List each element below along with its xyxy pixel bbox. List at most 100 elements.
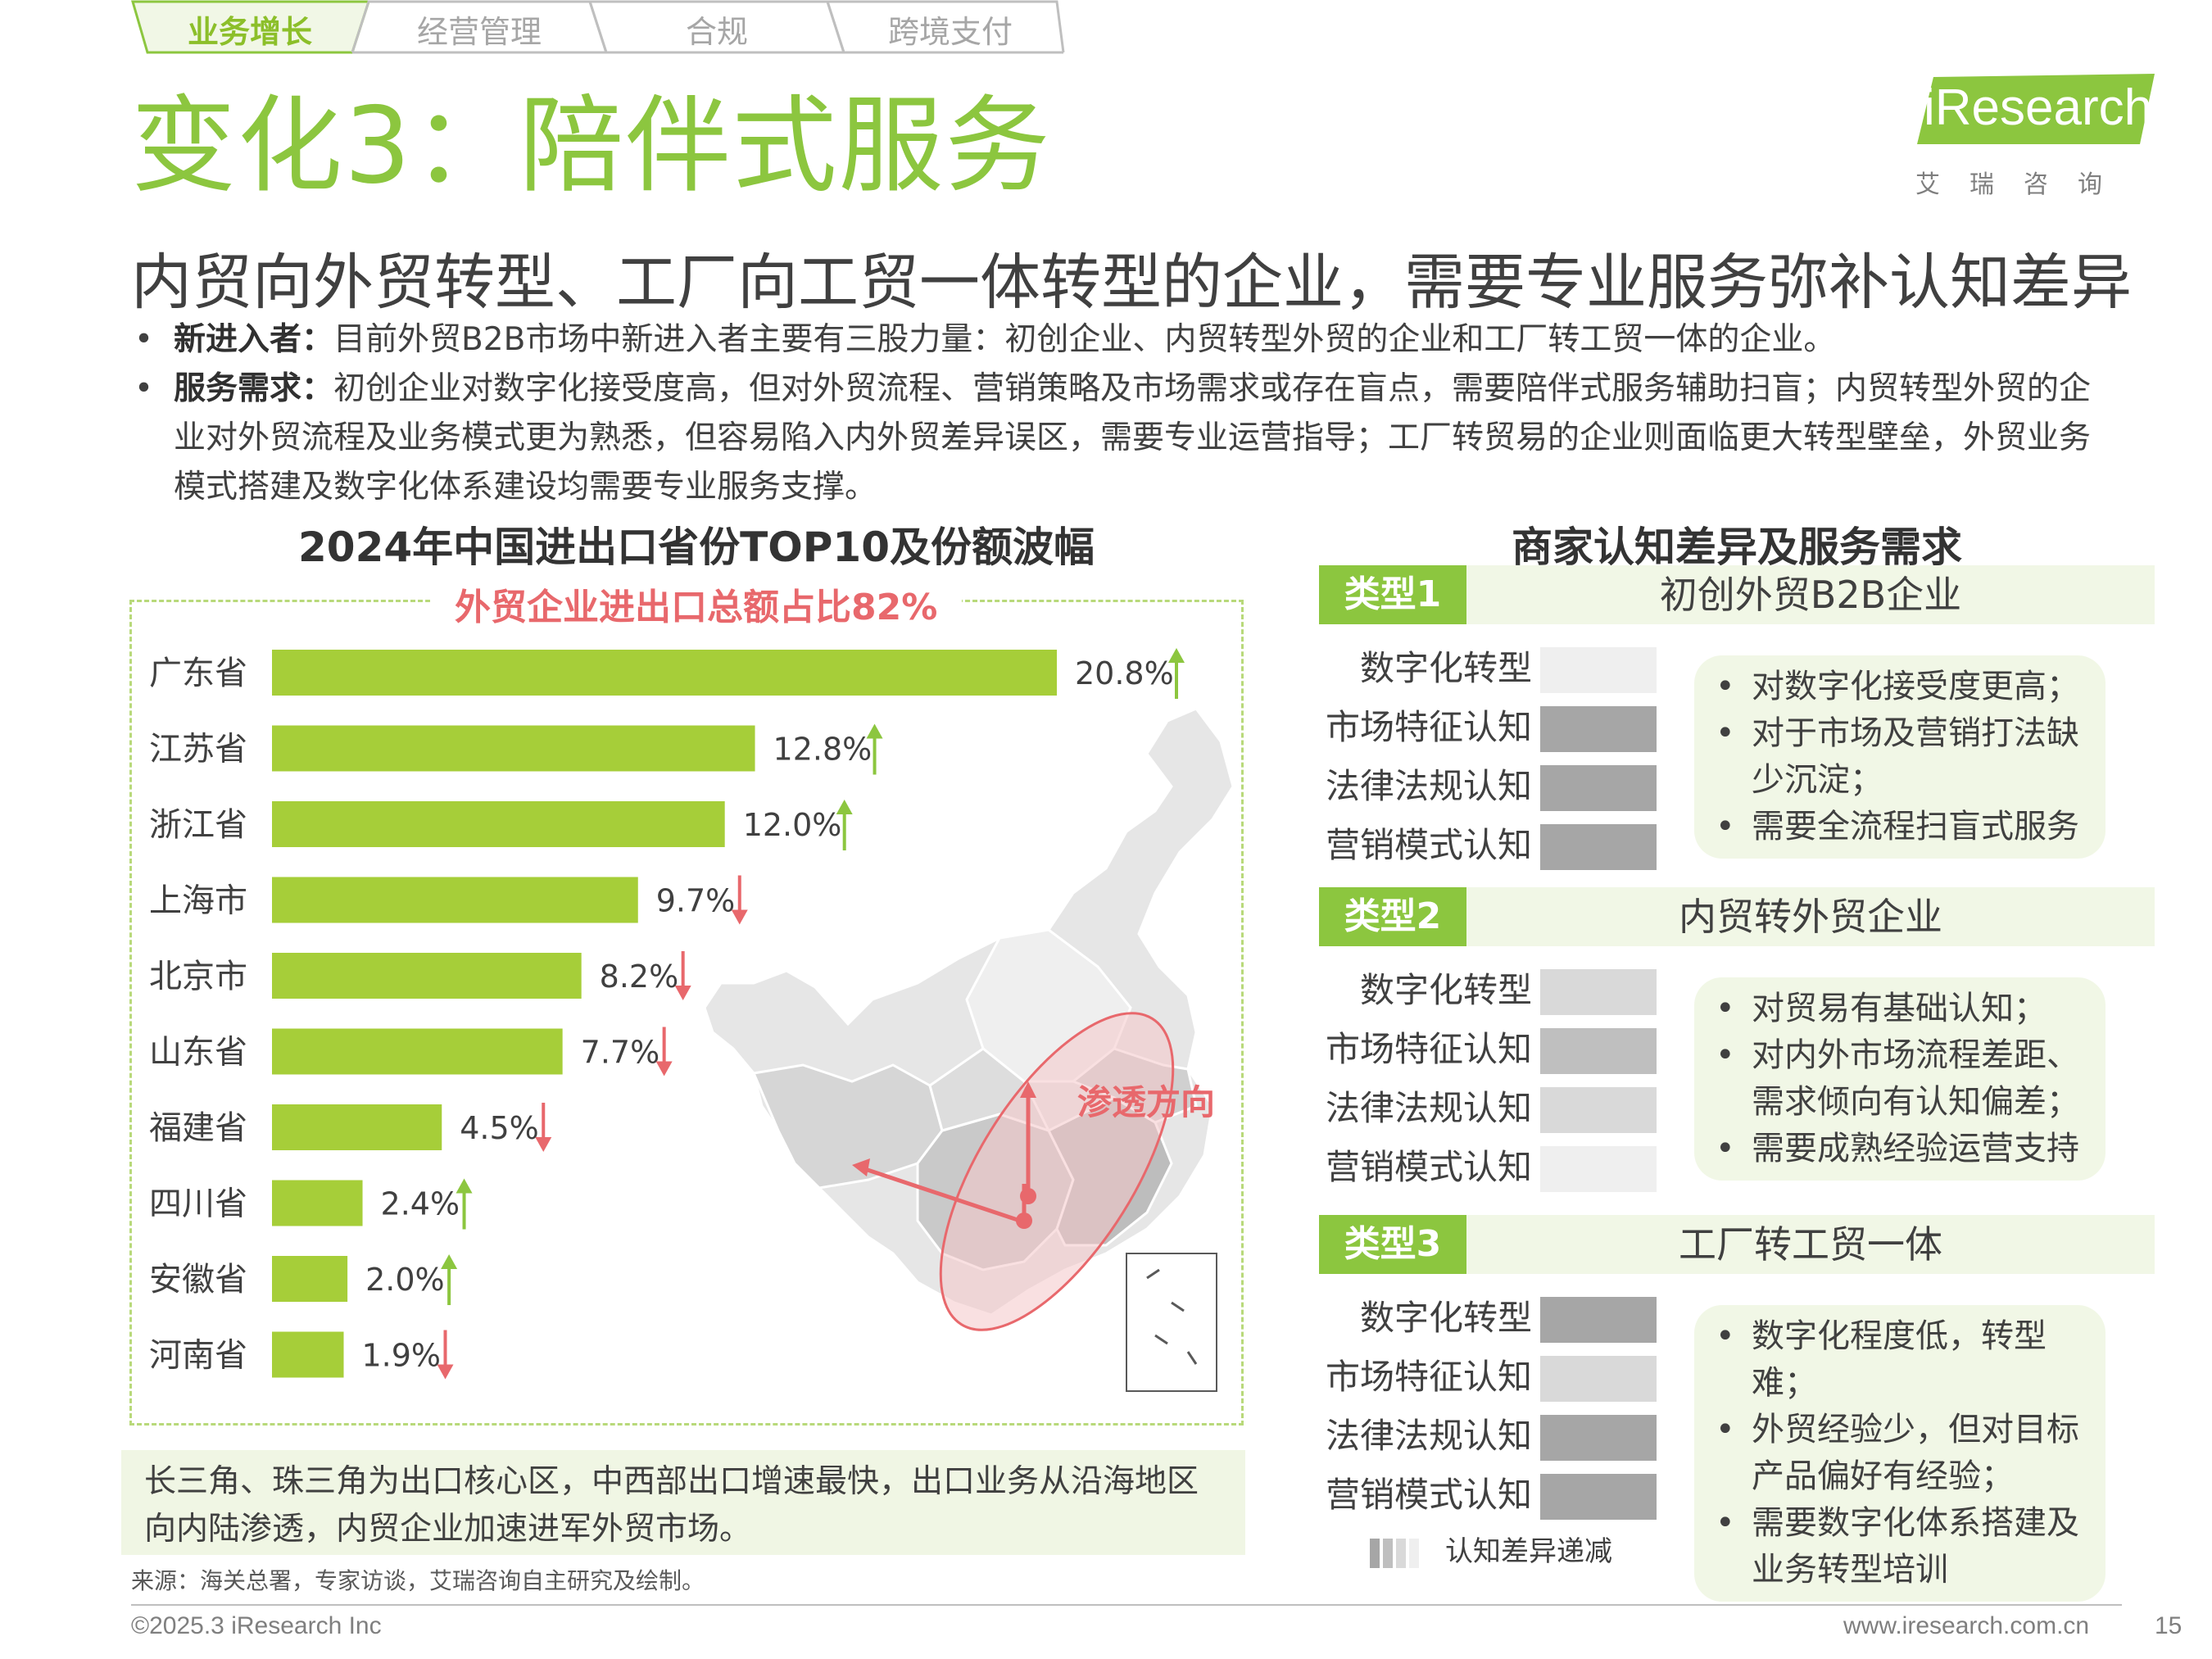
metric-level-bar xyxy=(1540,1028,1657,1074)
bar xyxy=(272,877,638,923)
metric-row: 数字化转型 xyxy=(1319,646,1663,693)
trend-up-icon xyxy=(866,723,883,775)
value-label: 2.0% xyxy=(365,1262,445,1298)
bars-layer: 广东省 20.8% 江苏省 12.8% 浙江省 12.0% 上海市 9.7% 北京市 8.2% 山东… xyxy=(149,648,1185,1380)
bullet-new-entrants: 新进入者：目前外贸B2B市场中新进入者主要有三股力量：初创企业、内贸转型外贸的企… xyxy=(131,315,2122,365)
value-label: 4.5% xyxy=(460,1110,539,1146)
bar xyxy=(272,1256,348,1302)
metric-level-bar xyxy=(1540,647,1657,693)
legend-swatch xyxy=(1409,1539,1419,1568)
legend-label: 认知差异递减 xyxy=(1445,1535,1612,1568)
description-item: 数字化程度低，转型难； xyxy=(1709,1313,2097,1407)
right-panel-title: 商家认知差异及服务需求 xyxy=(1512,524,1962,571)
category-label: 山东省 xyxy=(149,1034,247,1072)
metric-level-bar xyxy=(1540,969,1657,1015)
footer-website[interactable]: www.iresearch.com.cn xyxy=(1843,1612,2090,1639)
trend-down-icon xyxy=(437,1330,454,1380)
value-label: 9.7% xyxy=(656,883,736,919)
category-label: 福建省 xyxy=(149,1109,247,1147)
page-number: 15 xyxy=(2155,1612,2183,1639)
category-label: 广东省 xyxy=(149,655,247,692)
bullet-label: 新进入者： xyxy=(174,321,334,358)
tab-operations[interactable]: 经营管理 xyxy=(416,14,542,50)
bar xyxy=(272,1180,363,1226)
description-item: 对于市场及营销打法缺少沉淀； xyxy=(1709,710,2097,804)
logo-subtitle: 艾瑞咨询 xyxy=(1915,170,2132,199)
tab-outline xyxy=(131,0,1065,54)
metric-level-bar xyxy=(1540,1146,1657,1192)
type-header: 类型2 内贸转外贸企业 xyxy=(1319,887,2155,946)
metric-row: 市场特征认知 xyxy=(1319,1354,1663,1402)
value-label: 8.2% xyxy=(600,959,679,995)
value-label: 20.8% xyxy=(1075,655,1174,691)
iresearch-logo: iResearch 艾瑞咨询 xyxy=(1909,72,2155,199)
bar xyxy=(272,1028,563,1075)
category-label: 江苏省 xyxy=(149,731,247,768)
metric-row: 营销模式认知 xyxy=(1319,1145,1663,1192)
metric-label: 法律法规认知 xyxy=(1325,766,1532,806)
metric-row: 法律法规认知 xyxy=(1319,764,1663,811)
category-label: 安徽省 xyxy=(149,1261,247,1299)
logo-badge xyxy=(1917,74,2155,144)
metric-row: 法律法规认知 xyxy=(1319,1413,1663,1461)
type-tag: 类型3 xyxy=(1319,1215,1466,1274)
category-label: 四川省 xyxy=(149,1185,247,1223)
description-item: 需要数字化体系搭建及业务转型培训 xyxy=(1709,1500,2097,1593)
description-item: 需要全流程扫盲式服务 xyxy=(1709,804,2097,850)
type-tag: 类型2 xyxy=(1319,887,1466,946)
tab-business-growth[interactable]: 业务增长 xyxy=(187,14,312,50)
type-header: 类型1 初创外贸B2B企业 xyxy=(1319,565,2155,624)
legend-swatch xyxy=(1370,1539,1380,1568)
description-item: 对内外市场流程差距、需求倾向有认知偏差； xyxy=(1709,1032,2097,1126)
type-name: 初创外贸B2B企业 xyxy=(1659,573,1962,617)
category-label: 河南省 xyxy=(149,1337,247,1375)
type-description: 对数字化接受度更高；对于市场及营销打法缺少沉淀；需要全流程扫盲式服务 xyxy=(1694,655,2105,859)
footer-divider xyxy=(131,1604,2122,1606)
bullet-text: 初创企业对数字化接受度高，但对外贸流程、营销策略及市场需求或存在盲点，需要陪伴式… xyxy=(174,370,2092,505)
bar xyxy=(272,1104,442,1150)
value-label: 12.0% xyxy=(743,807,842,843)
metric-label: 法律法规认知 xyxy=(1325,1088,1532,1128)
type-name: 工厂转工贸一体 xyxy=(1679,1222,1942,1267)
metric-label: 营销模式认知 xyxy=(1325,825,1532,865)
page-title: 变化3：陪伴式服务 xyxy=(131,85,1052,207)
bullet-label: 服务需求： xyxy=(174,370,334,407)
metric-row: 营销模式认知 xyxy=(1319,1472,1663,1520)
chart-note: 长三角、珠三角为出口核心区，中西部出口增速最快，出口业务从沿海地区向内陆渗透，内… xyxy=(121,1450,1245,1555)
category-label: 北京市 xyxy=(149,958,247,995)
trend-up-icon xyxy=(836,800,853,850)
metric-label: 数字化转型 xyxy=(1359,970,1532,1010)
footer-copyright: ©2025.3 iResearch Inc xyxy=(131,1612,382,1639)
metric-row: 营销模式认知 xyxy=(1319,823,1663,870)
trend-down-icon xyxy=(674,951,691,1000)
value-label: 7.7% xyxy=(581,1035,660,1071)
metric-level-bar xyxy=(1540,1297,1657,1343)
chart-title: 2024年中国进出口省份TOP10及份额波幅 xyxy=(298,524,1095,571)
metric-level-bar xyxy=(1540,1087,1657,1133)
bar xyxy=(272,801,725,847)
bar xyxy=(272,953,582,999)
trend-up-icon xyxy=(441,1254,458,1305)
metric-level-bar xyxy=(1540,824,1657,870)
bar-chart: 渗透方向 广东省 20.8% 江苏省 12.8% 浙江省 12.0% 上海市 9.7% 北京市 8… xyxy=(149,648,1235,1392)
value-label: 1.9% xyxy=(362,1338,442,1374)
metric-row: 数字化转型 xyxy=(1319,968,1663,1015)
china-map xyxy=(703,707,1235,1392)
type-header: 类型3 工厂转工贸一体 xyxy=(1319,1215,2155,1274)
trend-down-icon xyxy=(731,875,748,925)
trend-up-icon xyxy=(456,1178,473,1230)
tab-payment[interactable]: 跨境支付 xyxy=(887,14,1013,50)
tab-compliance[interactable]: 合规 xyxy=(685,14,748,50)
metric-label: 数字化转型 xyxy=(1359,648,1532,688)
type-name: 内贸转外贸企业 xyxy=(1679,895,1942,939)
metric-row: 市场特征认知 xyxy=(1319,1027,1663,1074)
value-label: 12.8% xyxy=(773,732,873,768)
metric-label: 营销模式认知 xyxy=(1325,1475,1532,1515)
metric-level-bar xyxy=(1540,1415,1657,1461)
map-annotation: 渗透方向 xyxy=(1077,1082,1215,1122)
metric-level-bar xyxy=(1540,765,1657,811)
trend-up-icon xyxy=(1168,648,1185,699)
